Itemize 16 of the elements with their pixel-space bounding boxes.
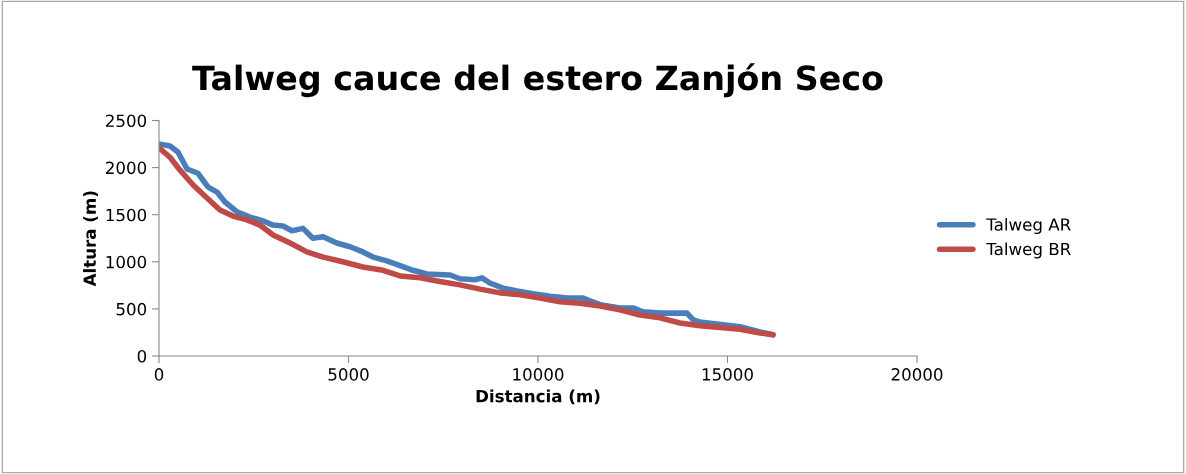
y-axis-title: Altura (m) [83,191,98,287]
x-tick-label: 10000 [513,368,564,381]
x-tick-label: 15000 [702,368,753,381]
y-tick-label: 1000 [106,255,147,269]
y-tick-label: 2500 [106,114,147,128]
y-tick-label: 2000 [106,161,147,175]
x-tick-label: 0 [154,368,164,381]
x-tick-label: 20000 [891,368,943,381]
x-axis-title: Distancia (m) [476,389,600,405]
y-tick-label: 1500 [106,208,147,222]
legend-label: Talweg BR [986,242,1071,259]
x-tick-label: 5000 [328,368,369,381]
chart-title: Talweg cauce del estero Zanjón Seco [192,63,883,98]
y-tick-label: 0 [137,349,147,363]
legend-label: Talweg AR [986,217,1071,235]
y-tick-label: 500 [116,302,147,316]
